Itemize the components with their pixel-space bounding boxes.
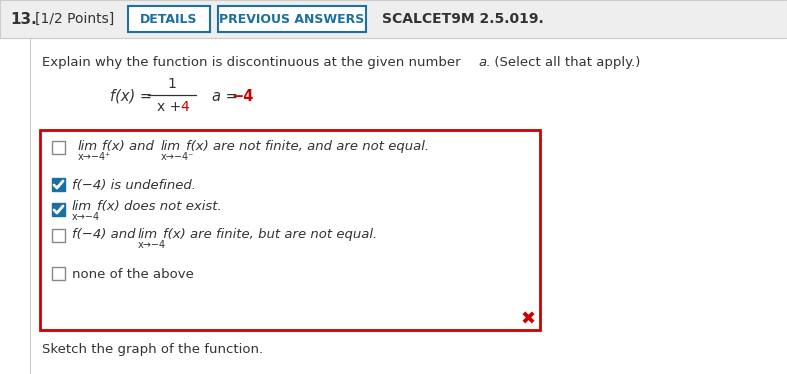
Text: [1/2 Points]: [1/2 Points] <box>35 12 114 26</box>
Text: lim: lim <box>72 199 92 212</box>
Text: f(−4) is undefined.: f(−4) is undefined. <box>72 178 196 191</box>
Text: 4: 4 <box>180 100 189 114</box>
Bar <box>52 178 65 191</box>
Text: f(x) =: f(x) = <box>110 89 152 104</box>
Text: f(x) are finite, but are not equal.: f(x) are finite, but are not equal. <box>163 227 377 240</box>
Bar <box>40 130 540 330</box>
Text: x→−4⁺: x→−4⁺ <box>78 152 112 162</box>
Bar <box>52 141 65 154</box>
Text: lim: lim <box>161 140 181 153</box>
Text: −4: −4 <box>231 89 253 104</box>
Bar <box>128 6 210 32</box>
Text: . (Select all that apply.): . (Select all that apply.) <box>486 55 641 68</box>
Text: 13.: 13. <box>10 12 37 27</box>
Text: PREVIOUS ANSWERS: PREVIOUS ANSWERS <box>220 12 364 25</box>
Bar <box>52 229 65 242</box>
Text: DETAILS: DETAILS <box>140 12 198 25</box>
Text: a: a <box>478 55 486 68</box>
Text: 1: 1 <box>168 77 176 91</box>
Text: ✖: ✖ <box>520 311 536 329</box>
Text: a =: a = <box>212 89 238 104</box>
Text: SCALCET9M 2.5.019.: SCALCET9M 2.5.019. <box>382 12 544 26</box>
Text: x→−4: x→−4 <box>138 240 166 250</box>
Text: x +: x + <box>157 100 186 114</box>
Text: x→−4: x→−4 <box>72 212 100 222</box>
Bar <box>52 203 65 216</box>
Bar <box>52 267 65 280</box>
Bar <box>0 0 787 38</box>
Text: Explain why the function is discontinuous at the given number: Explain why the function is discontinuou… <box>42 55 465 68</box>
Text: lim: lim <box>78 140 98 153</box>
Bar <box>218 6 366 32</box>
Text: x→−4⁻: x→−4⁻ <box>161 152 194 162</box>
Text: f(−4) and: f(−4) and <box>72 227 135 240</box>
Text: f(x) does not exist.: f(x) does not exist. <box>97 199 222 212</box>
Text: f(x) and: f(x) and <box>102 140 154 153</box>
Text: lim: lim <box>138 227 158 240</box>
Text: Sketch the graph of the function.: Sketch the graph of the function. <box>42 343 263 356</box>
Text: f(x) are not finite, and are not equal.: f(x) are not finite, and are not equal. <box>186 140 429 153</box>
Text: none of the above: none of the above <box>72 267 194 280</box>
